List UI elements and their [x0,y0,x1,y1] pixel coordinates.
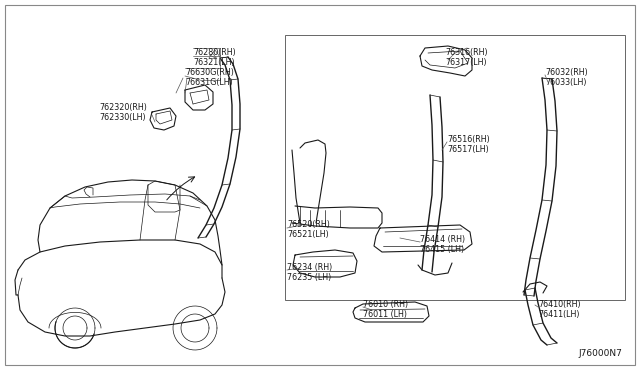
Text: 76516(RH)
76517(LH): 76516(RH) 76517(LH) [447,135,490,154]
Text: 76410(RH)
76411(LH): 76410(RH) 76411(LH) [538,300,580,320]
Text: J76000N7: J76000N7 [578,349,622,358]
Text: 76414 (RH)
76415 (LH): 76414 (RH) 76415 (LH) [420,235,465,254]
Text: 76032(RH)
76033(LH): 76032(RH) 76033(LH) [545,68,588,87]
Bar [285,35,625,300]
Text: 762320(RH)
762330(LH): 762320(RH) 762330(LH) [99,103,147,122]
Text: 76234 (RH)
76235 (LH): 76234 (RH) 76235 (LH) [287,263,332,282]
Text: 76520(RH)
76521(LH): 76520(RH) 76521(LH) [287,220,330,240]
Text: 76630G(RH)
76631G(LH): 76630G(RH) 76631G(LH) [185,68,234,87]
Text: 76316(RH)
76317(LH): 76316(RH) 76317(LH) [445,48,488,67]
Text: 76010 (RH)
76011 (LH): 76010 (RH) 76011 (LH) [363,300,408,320]
Text: 76280(RH)
76321(LH): 76280(RH) 76321(LH) [193,48,236,67]
